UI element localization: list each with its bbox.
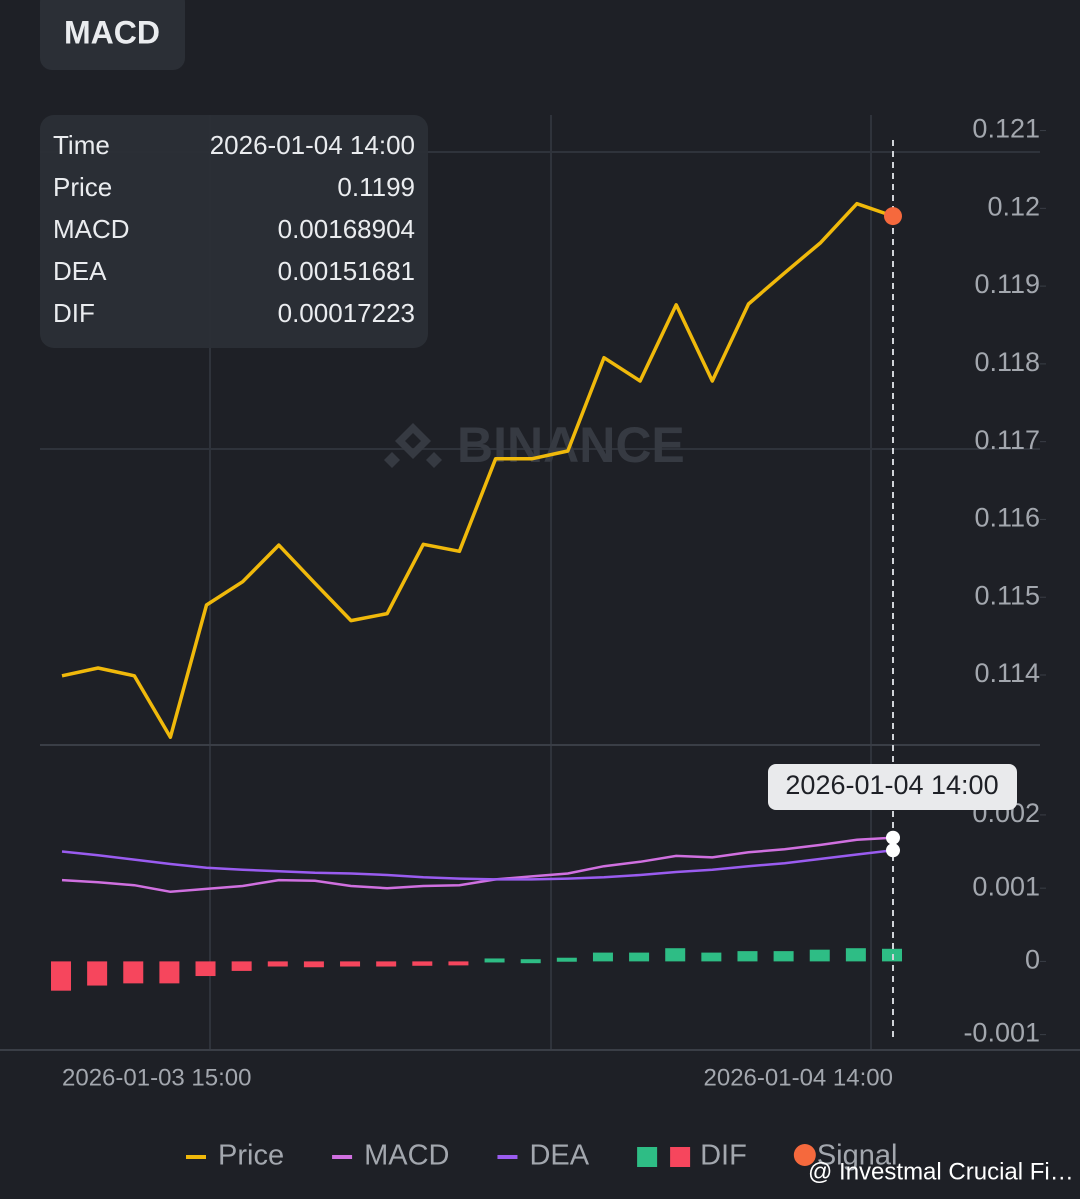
legend-label: Signal	[817, 1140, 898, 1172]
dif-bar	[412, 961, 433, 966]
dif-bar	[556, 957, 577, 962]
legend: Price MACD DEA DIF Signal	[186, 1140, 897, 1172]
crosshair-label-text: 2026-01-04 14:00	[785, 770, 998, 800]
y-tick-label: 0.001	[972, 871, 1040, 901]
y-tick-label: 0.119	[974, 269, 1040, 299]
dif-bar	[773, 951, 794, 962]
dif-bar	[87, 961, 108, 986]
legend-label: DIF	[700, 1140, 747, 1172]
legend-label: Price	[218, 1140, 284, 1172]
y-tick-label: 0.114	[974, 658, 1040, 688]
legend-swatch	[793, 1144, 816, 1166]
crosshair-dot	[886, 830, 900, 845]
tooltip-value: 0.00168904	[278, 214, 415, 244]
dif-bar	[809, 949, 830, 962]
crosshair-dot	[886, 843, 900, 858]
tooltip-bg	[40, 115, 428, 348]
y-tick-label: 0.116	[974, 503, 1040, 533]
dif-bar	[195, 961, 216, 977]
macd-line	[61, 836, 894, 894]
tooltip-value: 0.00017223	[278, 298, 415, 328]
dif-bar	[520, 959, 541, 964]
dif-bar	[159, 961, 180, 984]
dif-bar	[376, 961, 397, 967]
tooltip: Time 2026-01-04 14:00 Price 0.1199 MACD …	[40, 115, 428, 348]
dif-bar	[267, 961, 288, 967]
tooltip-label: DEA	[53, 256, 107, 286]
dea-line	[61, 849, 894, 881]
signal-dot	[884, 207, 902, 226]
dif-bar	[592, 952, 613, 962]
dif-bar	[51, 961, 71, 991]
tooltip-label: DIF	[53, 298, 95, 328]
crosshair-label: 2026-01-04 14:00	[768, 764, 1017, 810]
tooltip-label: MACD	[53, 214, 130, 244]
legend-swatch	[637, 1147, 658, 1167]
legend-swatch	[670, 1147, 691, 1167]
dif-bar	[701, 952, 722, 962]
legend-label: DEA	[529, 1140, 589, 1172]
tooltip-value: 0.1199	[337, 172, 415, 202]
header-button-text[interactable]: MACD	[64, 14, 160, 50]
dif-bar	[665, 948, 686, 962]
y-tick-label: 0.117	[974, 425, 1040, 455]
y-tick-label: 0	[1025, 945, 1040, 975]
marks	[884, 207, 902, 858]
tooltip-value: 2026-01-04 14:00	[210, 130, 415, 160]
y-tick-label: 0.12	[987, 191, 1040, 221]
dif-bar	[737, 951, 758, 962]
tooltip-value: 0.00151681	[278, 256, 415, 286]
dif-bar	[340, 961, 361, 967]
dif-bar	[231, 961, 252, 971]
dif-bar	[484, 958, 505, 963]
header-button[interactable]: MACD	[40, 0, 185, 70]
dif-bar	[123, 961, 144, 984]
dif-bar	[448, 961, 469, 966]
x-tick-label: 2026-01-04 14:00	[704, 1064, 894, 1091]
crosshair-label-bg	[768, 764, 1017, 810]
dif-bar	[303, 961, 324, 968]
y-tick-label: 0.118	[974, 347, 1040, 377]
tooltip-label: Price	[53, 172, 112, 202]
y-tick-label: -0.001	[963, 1018, 1040, 1048]
dif-bar	[629, 952, 650, 962]
x-tick-label: 2026-01-03 15:00	[62, 1064, 252, 1091]
dif-bar	[845, 948, 866, 962]
footer-credit: @ Investmal Crucial Fi…	[808, 1158, 1074, 1185]
header-button-bg[interactable]	[40, 0, 185, 70]
legend-label: MACD	[364, 1140, 449, 1172]
y-tick-label: 0.115	[974, 580, 1040, 610]
y-tick-label: 0.121	[972, 114, 1040, 144]
tooltip-label: Time	[53, 130, 110, 160]
watermark-logo	[384, 423, 442, 468]
price-line	[61, 201, 894, 739]
